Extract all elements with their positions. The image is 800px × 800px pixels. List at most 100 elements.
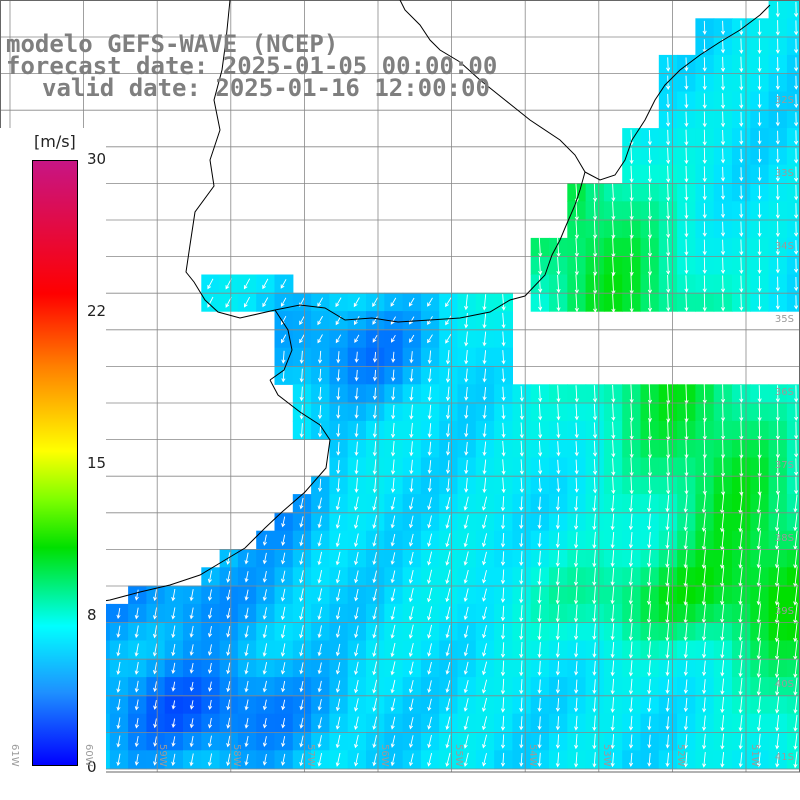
wind-arrow (756, 696, 761, 714)
wind-arrow (519, 569, 524, 585)
wind-arrow (134, 753, 139, 766)
wind-arrow (555, 661, 560, 676)
lat-label: 37S (774, 460, 794, 471)
wind-arrow (683, 548, 688, 569)
wind-arrow (794, 112, 799, 127)
wind-arrow (592, 422, 598, 439)
wind-arrow (611, 291, 616, 313)
wind-arrow (757, 185, 762, 201)
wind-arrow (445, 441, 451, 456)
wind-arrow (299, 570, 304, 584)
wind-arrow (794, 38, 799, 54)
wind-arrow (280, 588, 286, 602)
wind-arrow (629, 384, 634, 404)
wind-arrow (207, 717, 213, 729)
wind-arrow (116, 625, 121, 638)
wind-arrow (775, 715, 780, 732)
wind-cell (786, 402, 800, 422)
wind-arrow (610, 715, 615, 732)
wind-arrow (739, 38, 744, 54)
wind-arrow (775, 733, 780, 750)
wind-arrow (500, 514, 506, 530)
wind-arrow (538, 459, 543, 475)
wind-arrow (519, 697, 524, 713)
wind-arrow (684, 184, 689, 201)
wind-arrow (592, 403, 598, 421)
wind-arrow (775, 258, 780, 274)
wind-arrow (666, 293, 671, 312)
wind-arrow (408, 661, 414, 676)
wind-arrow (593, 292, 598, 313)
wind-arrow (794, 258, 799, 274)
wind-arrow (573, 514, 579, 530)
wind-arrow (427, 716, 432, 730)
wind-arrow (409, 478, 414, 493)
wind-arrow (317, 570, 323, 584)
wind-arrow (739, 275, 744, 293)
wind-arrow (171, 607, 176, 620)
wind-arrow (592, 660, 597, 676)
wind-arrow (555, 496, 560, 511)
wind-arrow (757, 275, 762, 293)
wind-arrow (299, 368, 304, 383)
wind-arrow (317, 680, 322, 693)
wind-arrow (610, 734, 615, 750)
wind-arrow (482, 294, 487, 311)
wind-arrow (684, 401, 689, 423)
wind-arrow (665, 734, 670, 749)
wind-arrow (409, 441, 414, 457)
wind-arrow (720, 752, 725, 768)
wind-arrow (299, 386, 304, 402)
wind-arrow (280, 297, 287, 307)
wind-arrow (665, 716, 670, 731)
wind-arrow (299, 350, 304, 364)
wind-arrow (427, 368, 432, 383)
wind-arrow (152, 625, 158, 639)
wind-arrow (500, 678, 506, 695)
lat-label: 33S (774, 168, 794, 179)
wind-arrow (244, 662, 249, 675)
wind-arrow (757, 75, 762, 91)
wind-arrow (317, 699, 322, 711)
wind-cell (786, 36, 800, 56)
wind-arrow (500, 496, 506, 512)
wind-arrow (409, 404, 414, 420)
wind-arrow (464, 405, 469, 420)
wind-arrow (738, 733, 743, 750)
wind-arrow (701, 622, 707, 641)
wind-arrow (701, 548, 706, 569)
wind-arrow (409, 351, 414, 364)
wind-arrow (519, 404, 524, 421)
wind-arrow (684, 202, 689, 220)
wind-arrow (720, 56, 726, 73)
wind-arrow (482, 661, 488, 676)
wind-arrow (116, 735, 121, 748)
wind-arrow (335, 734, 341, 749)
wind-arrow (794, 166, 799, 183)
wind-arrow (372, 496, 378, 511)
wind-cell (786, 457, 800, 477)
wind-arrow (354, 661, 359, 676)
wind-arrow (354, 459, 359, 475)
wind-arrow (317, 386, 323, 401)
wind-arrow (482, 734, 488, 749)
wind-arrow (775, 202, 780, 219)
wind-arrow (299, 643, 304, 657)
wind-arrow (445, 533, 451, 548)
wind-arrow (409, 459, 414, 475)
wind-arrow (556, 459, 561, 475)
wind-arrow (628, 513, 633, 531)
wind-arrow (281, 334, 287, 344)
wind-arrow (171, 753, 176, 767)
wind-arrow (684, 239, 689, 256)
wind-arrow (317, 533, 323, 547)
wind-arrow (390, 297, 397, 307)
wind-arrow (611, 403, 616, 421)
wind-arrow (408, 680, 414, 694)
wind-arrow (775, 677, 780, 696)
wind-arrow (354, 734, 359, 749)
wind-arrow (281, 552, 286, 565)
wind-arrow (372, 351, 378, 363)
wind-arrow (665, 679, 670, 695)
wind-arrow (702, 57, 707, 72)
